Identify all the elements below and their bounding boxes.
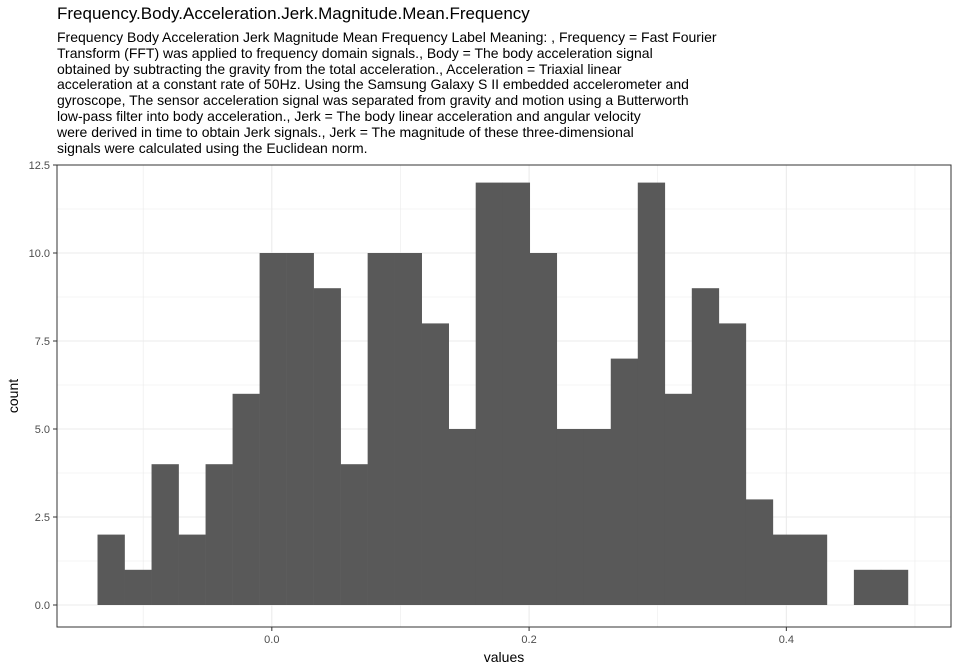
histogram-bar: [556, 429, 585, 605]
histogram-bar: [205, 464, 233, 605]
x-axis-title: values: [484, 649, 524, 665]
histogram-bar: [502, 182, 531, 605]
histogram-bar: [124, 569, 152, 605]
histogram-bar: [313, 288, 341, 605]
histogram-bar: [772, 534, 801, 605]
histogram-bar: [718, 323, 747, 605]
histogram-bar: [880, 569, 909, 605]
x-tick-label: 0.4: [779, 634, 794, 646]
y-tick-label: 12.5: [29, 160, 50, 172]
histogram-bar: [340, 464, 368, 605]
x-tick-label: 0.0: [264, 634, 279, 646]
histogram-bar: [610, 358, 639, 605]
histogram-bar: [232, 393, 260, 605]
histogram-bar: [475, 182, 504, 605]
y-axis-title: count: [5, 379, 21, 413]
histogram-bar: [448, 429, 477, 605]
chart-title: Frequency.Body.Acceleration.Jerk.Magnitu…: [57, 4, 530, 23]
y-tick-label: 2.5: [35, 512, 50, 524]
histogram-bar: [178, 534, 206, 605]
x-axis-ticks: 0.0 0.2 0.4: [264, 627, 794, 646]
histogram-bar: [286, 253, 314, 605]
histogram-bar: [394, 253, 422, 605]
histogram-bars: [97, 182, 909, 605]
y-tick-label: 0.0: [35, 600, 50, 612]
histogram-bar: [637, 182, 666, 605]
y-tick-label: 7.5: [35, 336, 50, 348]
x-tick-label: 0.2: [521, 634, 536, 646]
histogram-bar: [691, 288, 720, 605]
histogram-bar: [259, 253, 287, 605]
histogram-bar: [583, 429, 612, 605]
histogram-bar: [97, 534, 125, 605]
y-tick-label: 5.0: [35, 424, 50, 436]
histogram-bar: [529, 253, 558, 605]
chart-subtitle: Frequency Body Acceleration Jerk Magnitu…: [57, 29, 717, 156]
histogram-bar: [853, 569, 882, 605]
y-tick-label: 10.0: [29, 248, 50, 260]
histogram-bar: [367, 253, 395, 605]
histogram-bar: [745, 499, 774, 605]
histogram-bar: [664, 393, 693, 605]
histogram-bar: [421, 323, 449, 605]
histogram-bar: [799, 534, 828, 605]
y-axis-ticks: 0.0 2.5 5.0 7.5 10.0 12.5: [29, 160, 57, 612]
panel-border: [56, 164, 952, 628]
histogram-bar: [151, 464, 179, 605]
